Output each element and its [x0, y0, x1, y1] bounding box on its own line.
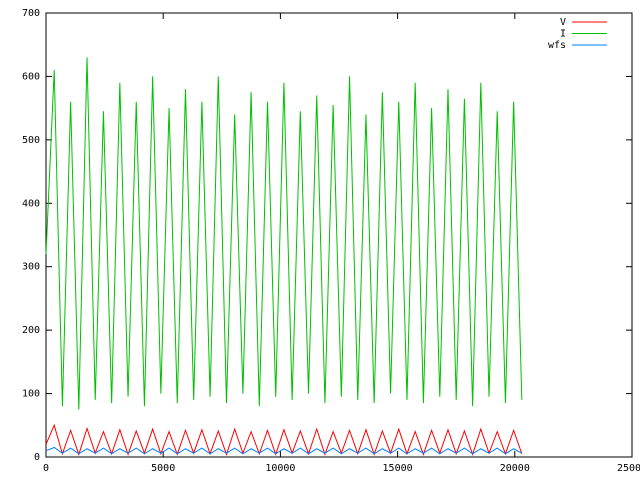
x-tick-label: 10000	[265, 463, 295, 474]
series-line	[45, 446, 523, 455]
y-tick-label: 300	[22, 262, 40, 273]
legend-label: wfs	[548, 40, 566, 51]
y-tick-label: 100	[22, 389, 40, 400]
x-tick-label: 20000	[500, 463, 530, 474]
series-line	[45, 57, 523, 410]
legend-label: I	[560, 29, 566, 40]
plot-frame	[45, 12, 633, 458]
y-tick-label: 700	[22, 8, 40, 19]
x-tick-label: 5000	[151, 463, 175, 474]
x-tick-label: 25000	[617, 463, 640, 474]
y-tick-label: 400	[22, 198, 40, 209]
y-tick-label: 600	[22, 71, 40, 82]
y-tick-label: 500	[22, 135, 40, 146]
series-line	[45, 423, 523, 457]
x-tick-label: 15000	[383, 463, 413, 474]
x-tick-label: 0	[43, 463, 49, 474]
y-tick-label: 200	[22, 325, 40, 336]
y-tick-label: 0	[34, 452, 40, 463]
legend-label: V	[560, 17, 566, 28]
